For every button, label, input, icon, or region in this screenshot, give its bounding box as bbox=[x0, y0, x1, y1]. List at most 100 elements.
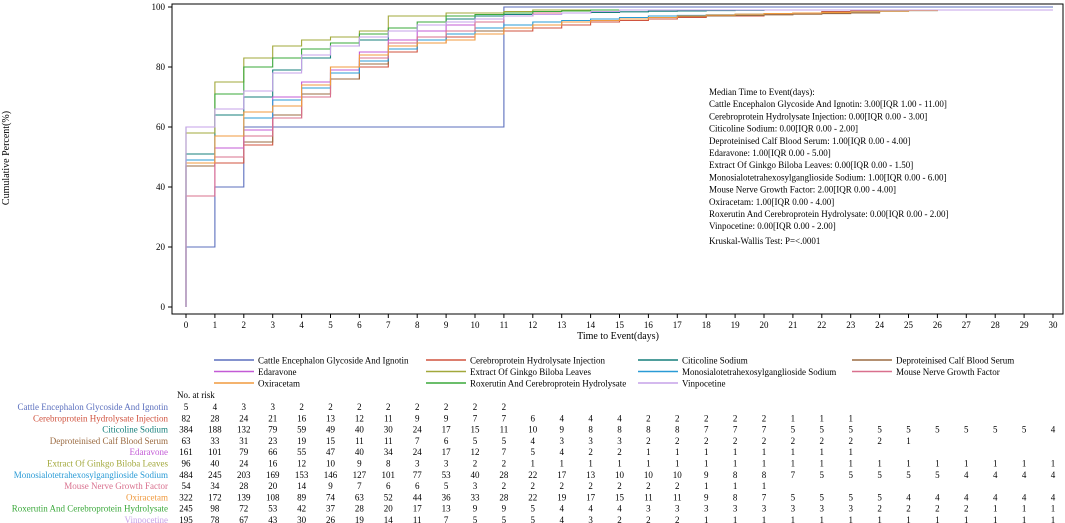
risk-value: 36 bbox=[442, 492, 452, 502]
risk-value: 5 bbox=[502, 515, 507, 523]
risk-row-label: Roxerutin And Cerebroprotein Hydrolysate bbox=[12, 504, 168, 514]
risk-value: 195 bbox=[179, 515, 193, 523]
series-line-10 bbox=[185, 9, 1053, 307]
risk-value: 2 bbox=[704, 413, 709, 423]
risk-value: 96 bbox=[182, 459, 192, 469]
risk-value: 5 bbox=[473, 436, 478, 446]
risk-value: 1 bbox=[848, 459, 853, 469]
risk-value: 1 bbox=[704, 459, 709, 469]
risk-value: 2 bbox=[733, 436, 738, 446]
risk-value: 4 bbox=[1022, 492, 1027, 502]
risk-value: 13 bbox=[586, 470, 596, 480]
y-tick-label: 80 bbox=[156, 62, 166, 72]
risk-value: 67 bbox=[239, 515, 249, 523]
risk-value: 40 bbox=[210, 459, 220, 469]
risk-value: 5 bbox=[993, 425, 998, 435]
risk-value: 9 bbox=[357, 459, 362, 469]
risk-value: 4 bbox=[559, 515, 564, 523]
risk-value: 127 bbox=[353, 470, 367, 480]
x-tick-label: 8 bbox=[415, 320, 420, 330]
risk-value: 1 bbox=[1051, 459, 1056, 469]
x-tick-label: 11 bbox=[500, 320, 509, 330]
risk-value: 7 bbox=[502, 413, 507, 423]
risk-value: 139 bbox=[237, 492, 251, 502]
risk-value: 2 bbox=[502, 402, 507, 412]
risk-value: 13 bbox=[326, 413, 336, 423]
risk-value: 1 bbox=[646, 447, 651, 457]
risk-value: 11 bbox=[384, 436, 393, 446]
risk-value: 161 bbox=[179, 447, 193, 457]
risk-value: 30 bbox=[297, 515, 307, 523]
risk-value: 9 bbox=[473, 504, 478, 514]
risk-value: 1 bbox=[762, 459, 767, 469]
annotation-line: Roxerutin And Cerebroprotein Hydrolysate… bbox=[709, 209, 948, 219]
x-tick-label: 18 bbox=[702, 320, 712, 330]
risk-value: 5 bbox=[791, 425, 796, 435]
annotation-line: Mouse Nerve Growth Factor: 2.00[IQR 0.00… bbox=[709, 185, 896, 195]
risk-value: 3 bbox=[704, 504, 709, 514]
risk-value: 9 bbox=[559, 425, 564, 435]
risk-value: 44 bbox=[413, 492, 423, 502]
risk-value: 10 bbox=[326, 459, 336, 469]
risk-value: 5 bbox=[531, 504, 536, 514]
risk-value: 11 bbox=[673, 492, 682, 502]
risk-value: 5 bbox=[791, 492, 796, 502]
annotation-line: Citicoline Sodium: 0.00[IQR 0.00 - 2.00] bbox=[709, 124, 858, 134]
risk-value: 172 bbox=[208, 492, 222, 502]
x-tick-label: 3 bbox=[270, 320, 275, 330]
risk-value: 2 bbox=[646, 481, 651, 491]
risk-value: 26 bbox=[326, 515, 336, 523]
risk-value: 16 bbox=[268, 459, 278, 469]
risk-value: 6 bbox=[386, 481, 391, 491]
risk-value: 24 bbox=[239, 459, 249, 469]
legend-label: Roxerutin And Cerebroprotein Hydrolysate bbox=[470, 379, 626, 389]
risk-value: 1 bbox=[675, 459, 680, 469]
risk-value: 4 bbox=[1051, 492, 1056, 502]
risk-value: 4 bbox=[559, 504, 564, 514]
risk-value: 8 bbox=[733, 492, 738, 502]
risk-value: 2 bbox=[646, 436, 651, 446]
risk-value: 17 bbox=[586, 492, 596, 502]
risk-value: 78 bbox=[210, 515, 220, 523]
risk-value: 33 bbox=[471, 492, 481, 502]
risk-value: 1 bbox=[733, 459, 738, 469]
risk-row-label: Vinpocetine bbox=[125, 515, 168, 523]
risk-value: 4 bbox=[617, 413, 622, 423]
risk-value: 245 bbox=[208, 470, 222, 480]
risk-value: 2 bbox=[675, 515, 680, 523]
x-tick-label: 19 bbox=[731, 320, 741, 330]
x-tick-label: 2 bbox=[242, 320, 247, 330]
risk-value: 7 bbox=[473, 413, 478, 423]
x-tick-label: 17 bbox=[673, 320, 683, 330]
risk-value: 63 bbox=[355, 492, 365, 502]
risk-value: 5 bbox=[184, 402, 189, 412]
risk-value: 7 bbox=[415, 436, 420, 446]
risk-value: 47 bbox=[326, 447, 336, 457]
risk-value: 2 bbox=[848, 436, 853, 446]
risk-value: 9 bbox=[704, 492, 709, 502]
x-tick-label: 27 bbox=[962, 320, 972, 330]
annotation-line: Cerebroprotein Hydrolysate Injection: 0.… bbox=[709, 111, 927, 121]
risk-value: 2 bbox=[791, 436, 796, 446]
legend-label: Cattle Encephalon Glycoside And Ignotin bbox=[258, 356, 409, 366]
risk-value: 4 bbox=[935, 492, 940, 502]
risk-value: 146 bbox=[324, 470, 338, 480]
risk-value: 4 bbox=[559, 447, 564, 457]
x-tick-label: 5 bbox=[328, 320, 333, 330]
risk-value: 15 bbox=[615, 492, 625, 502]
risk-value: 5 bbox=[848, 492, 853, 502]
x-tick-label: 23 bbox=[846, 320, 856, 330]
risk-value: 6 bbox=[531, 413, 536, 423]
risk-value: 12 bbox=[297, 459, 306, 469]
y-tick-label: 40 bbox=[156, 182, 166, 192]
risk-value: 5 bbox=[877, 470, 882, 480]
axes: 0 1 2 3 4 5 6 7 8 9 10 11 12 13 14 15 16 17 18 19 20 21 22 23 24… bbox=[152, 2, 1059, 330]
x-tick-label: 0 bbox=[184, 320, 189, 330]
risk-value: 4 bbox=[1051, 470, 1056, 480]
risk-value: 1 bbox=[1022, 515, 1027, 523]
risk-value: 5 bbox=[473, 515, 478, 523]
risk-value: 1 bbox=[1051, 515, 1056, 523]
risk-value: 1 bbox=[617, 459, 622, 469]
risk-value: 17 bbox=[557, 470, 567, 480]
risk-value: 4 bbox=[1051, 425, 1056, 435]
